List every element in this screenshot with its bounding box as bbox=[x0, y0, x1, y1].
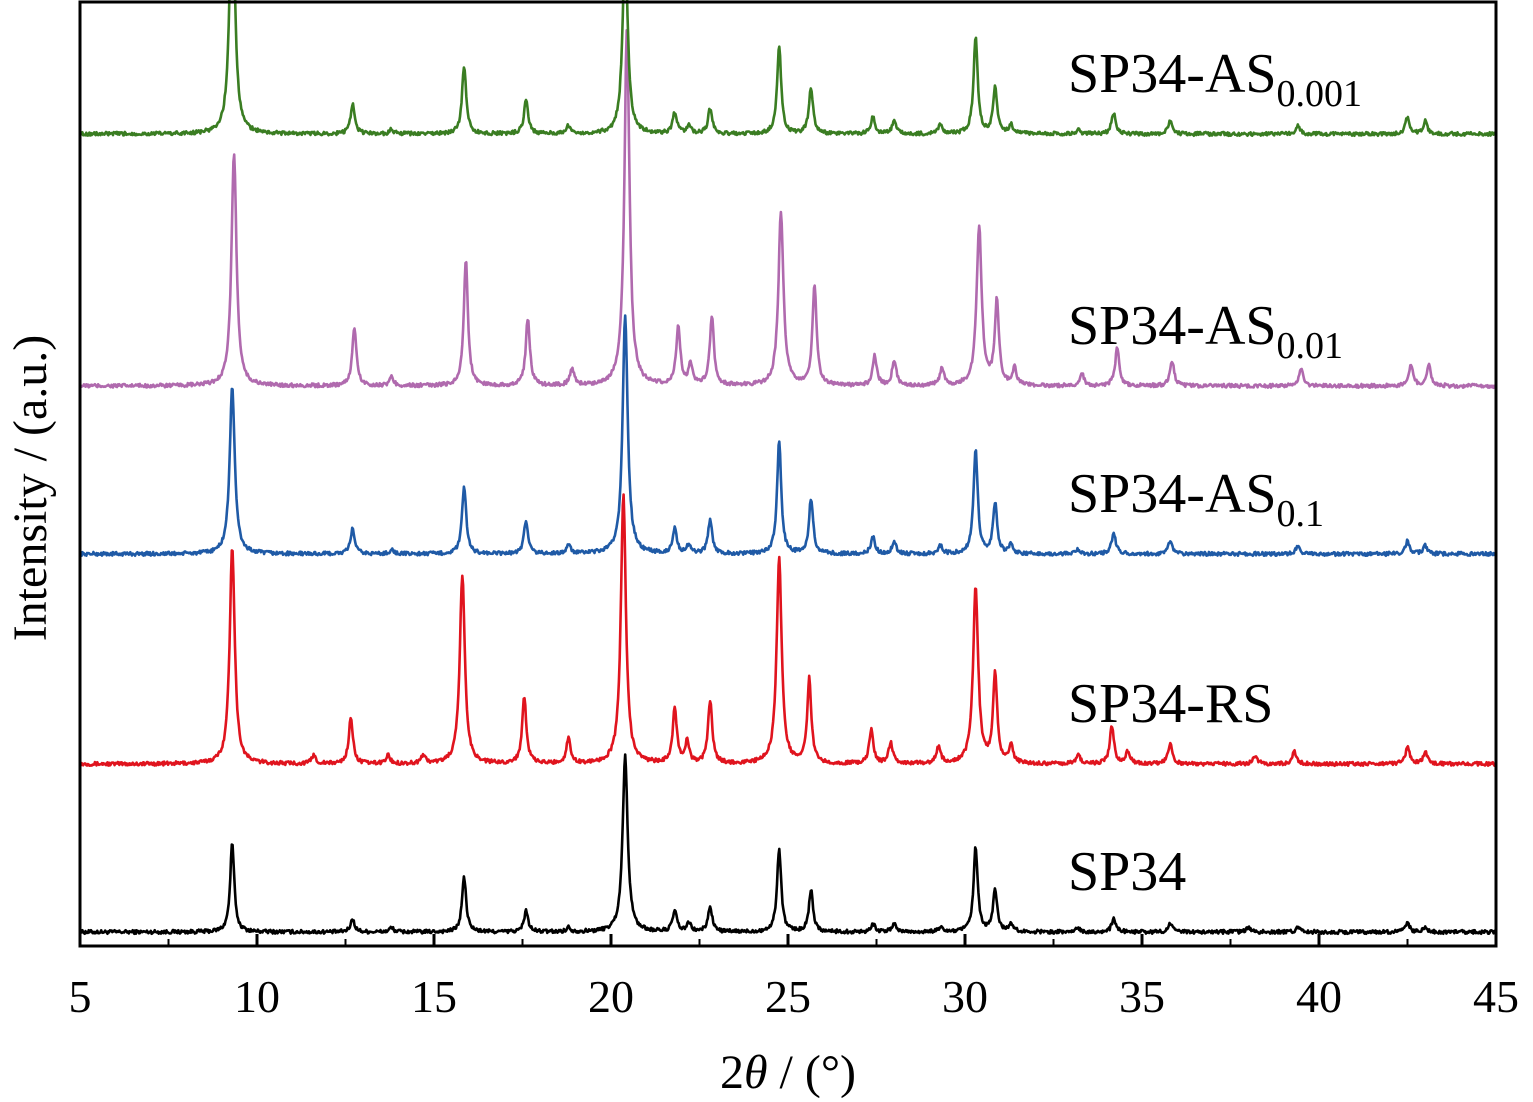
series-layer bbox=[78, 0, 1498, 936]
series-label-main: SP34-AS bbox=[1068, 463, 1277, 525]
x-axis-label-prefix: 2 bbox=[720, 1046, 744, 1099]
plot-frame bbox=[78, 0, 1498, 948]
series-label: SP34 bbox=[1068, 841, 1186, 903]
series-labels: SP34SP34-RSSP34-AS0.1SP34-AS0.01SP34-AS0… bbox=[1068, 43, 1362, 903]
x-axis-label: 2θ / (°) bbox=[720, 1046, 856, 1099]
series-label-main: SP34-AS bbox=[1068, 43, 1277, 105]
x-axis-label-unit: / (°) bbox=[768, 1046, 857, 1099]
x-tick-label: 10 bbox=[234, 971, 280, 1022]
x-tick-label: 35 bbox=[1119, 971, 1165, 1022]
x-tick-label: 25 bbox=[765, 971, 811, 1022]
series-label: SP34-RS bbox=[1068, 673, 1273, 735]
x-tick-label: 30 bbox=[942, 971, 988, 1022]
series-label: SP34-AS0.01 bbox=[1068, 295, 1343, 367]
series-label-subscript: 0.01 bbox=[1277, 325, 1344, 367]
x-tick-label: 20 bbox=[588, 971, 634, 1022]
x-tick-label: 15 bbox=[411, 971, 457, 1022]
series-label-main: SP34 bbox=[1068, 841, 1186, 903]
series-label-main: SP34-RS bbox=[1068, 673, 1273, 735]
y-axis-label: Intensity / (a.u.) bbox=[4, 335, 57, 642]
series-label: SP34-AS0.001 bbox=[1068, 43, 1362, 115]
series-label: SP34-AS0.1 bbox=[1068, 463, 1324, 535]
x-tick-label: 45 bbox=[1473, 971, 1519, 1022]
series-label-main: SP34-AS bbox=[1068, 295, 1277, 357]
series-line bbox=[78, 314, 1498, 558]
x-tick-label: 40 bbox=[1296, 971, 1342, 1022]
series-line bbox=[79, 493, 1498, 768]
series-line bbox=[78, 753, 1498, 936]
x-tick-label: 5 bbox=[69, 971, 92, 1022]
x-axis-label-theta: θ bbox=[744, 1046, 768, 1099]
series-line bbox=[78, 29, 1497, 390]
series-label-subscript: 0.001 bbox=[1277, 73, 1363, 115]
series-label-subscript: 0.1 bbox=[1277, 493, 1325, 535]
x-axis-ticks: 5 10 15 20 25 30 35 40 45 bbox=[69, 934, 1519, 1022]
series-line bbox=[78, 0, 1497, 138]
